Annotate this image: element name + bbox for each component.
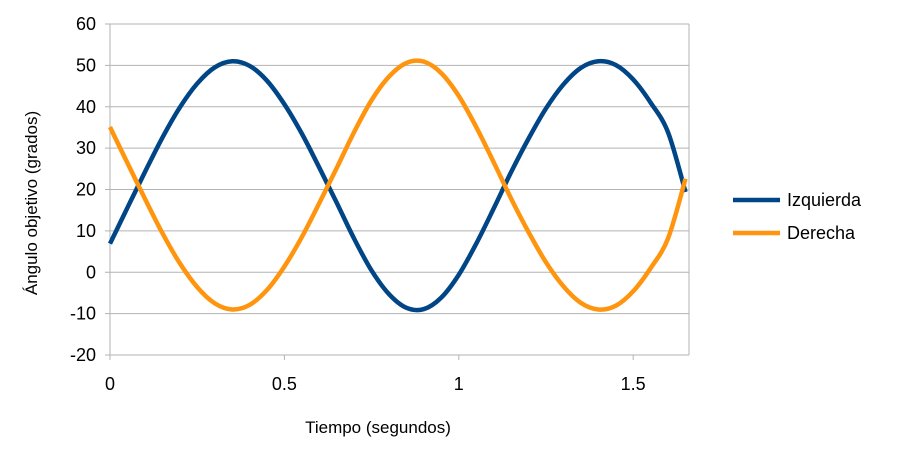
legend-label-derecha: Derecha	[787, 223, 856, 243]
y-tick-label: 0	[86, 262, 96, 282]
legend-label-izquierda: Izquierda	[787, 190, 862, 210]
legend: Izquierda Derecha	[733, 190, 862, 243]
plot-frame	[109, 24, 690, 355]
x-tick-label: 0	[105, 374, 115, 394]
grid-lines	[110, 23, 689, 356]
y-axis-ticks: -20 -10 0 10 20 30 40 50 60	[70, 14, 110, 365]
x-tick-label: 1	[454, 374, 464, 394]
y-tick-label: 60	[76, 14, 96, 34]
y-tick-label: 20	[76, 180, 96, 200]
series-lines	[107, 58, 688, 313]
x-tick-label: 1.5	[621, 374, 646, 394]
y-tick-label: 10	[76, 221, 96, 241]
y-tick-label: 50	[76, 55, 96, 75]
x-axis-ticks: 0 0.5 1 1.5	[105, 355, 646, 394]
y-tick-label: 40	[76, 97, 96, 117]
y-tick-label: -20	[70, 345, 96, 365]
series-line-izquierda	[107, 58, 688, 313]
y-axis-label: Ángulo objetivo (grados)	[22, 111, 41, 295]
x-axis-label: Tiempo (segundos)	[305, 418, 451, 437]
y-tick-label: -10	[70, 304, 96, 324]
y-tick-label: 30	[76, 138, 96, 158]
series-line-derecha	[107, 58, 688, 312]
x-tick-label: 0.5	[272, 374, 297, 394]
